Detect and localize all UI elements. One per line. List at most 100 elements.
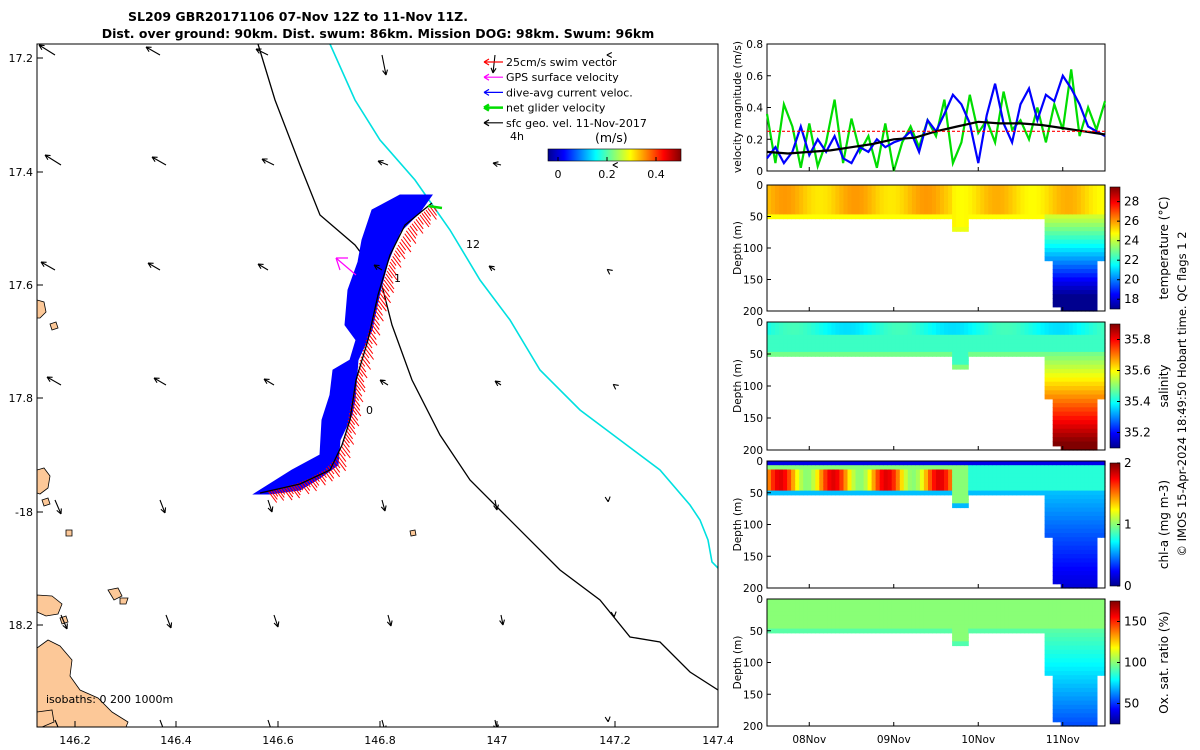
- section-cell: [875, 607, 881, 613]
- section-cell: [944, 624, 949, 630]
- section-cell: [919, 351, 925, 357]
- section-cell: [823, 477, 828, 483]
- section-cell: [839, 201, 844, 207]
- section-cell: [1064, 666, 1070, 672]
- section-cell: [964, 637, 969, 642]
- section-cell: [1060, 277, 1066, 283]
- section-cell: [992, 339, 997, 344]
- geo-velocity-arrow: [610, 611, 617, 618]
- section-cell: [795, 326, 800, 332]
- section-cell: [867, 611, 873, 617]
- section-cell: [1068, 620, 1074, 625]
- section-cell: [1076, 227, 1082, 232]
- section-cell: [895, 214, 901, 220]
- section-cell: [1092, 599, 1098, 604]
- section-cell: [1068, 516, 1074, 521]
- section-cell: [823, 611, 828, 617]
- section-cell: [1056, 490, 1062, 496]
- section-cell: [1080, 360, 1086, 366]
- section-cell: [791, 599, 796, 604]
- section-cell: [867, 477, 873, 483]
- section-cell: [1060, 575, 1066, 581]
- section-cell: [980, 185, 985, 190]
- section-cell: [1060, 469, 1066, 475]
- section-cell: [767, 330, 772, 336]
- section-cell: [1076, 490, 1082, 496]
- section-cell: [1004, 620, 1009, 625]
- section-cell: [944, 611, 949, 617]
- section-cell: [968, 599, 973, 604]
- section-cell: [863, 603, 869, 608]
- section-cell: [1024, 189, 1030, 194]
- section-cell: [871, 624, 877, 630]
- section-cell: [767, 347, 772, 353]
- section-cell: [1097, 654, 1102, 659]
- section-cell: [972, 351, 977, 357]
- section-cell: [984, 469, 989, 475]
- section-cell: [1076, 603, 1082, 608]
- section-cell: [1072, 692, 1078, 697]
- section-cell: [883, 615, 889, 621]
- section-cell: [895, 334, 901, 340]
- section-cell: [1064, 579, 1070, 585]
- section-cell: [1048, 330, 1054, 336]
- section-cell: [1060, 428, 1066, 434]
- section-cell: [903, 330, 909, 336]
- section-cell: [972, 193, 977, 199]
- section-cell: [1064, 649, 1070, 655]
- section-cell: [903, 351, 909, 357]
- section-cell: [1101, 364, 1106, 370]
- section-cell: [932, 189, 937, 194]
- section-cell: [895, 210, 901, 215]
- section-cell: [843, 214, 849, 220]
- section-cell: [1072, 185, 1078, 190]
- colorbar-tick-label: 26: [1124, 214, 1139, 228]
- section-cell: [1052, 201, 1058, 207]
- section-cell: [775, 477, 780, 483]
- section-cell: [1020, 624, 1026, 630]
- section-cell: [1060, 381, 1066, 387]
- section-cell: [783, 461, 788, 466]
- section-cell: [1048, 666, 1054, 672]
- section-cell: [944, 201, 949, 207]
- section-cell: [843, 461, 849, 466]
- section-cell: [1040, 615, 1046, 621]
- section-cell: [843, 620, 849, 625]
- section-cell: [1084, 264, 1090, 270]
- section-cell: [1028, 461, 1034, 466]
- section-cell: [1076, 277, 1082, 283]
- section-cell: [1032, 197, 1038, 203]
- section-cell: [1072, 713, 1078, 719]
- section-cell: [1060, 545, 1066, 551]
- section-cell: [1024, 351, 1030, 357]
- section-cell: [1036, 486, 1042, 492]
- section-cell: [1088, 424, 1094, 430]
- section-cell: [980, 603, 985, 608]
- section-cell: [1000, 197, 1005, 203]
- section-cell: [1076, 717, 1082, 723]
- section-cell: [783, 334, 788, 340]
- section-cell: [823, 185, 828, 190]
- section-cell: [923, 477, 929, 483]
- section-cell: [815, 193, 820, 199]
- section-cell: [1080, 645, 1086, 651]
- section-cell: [936, 339, 941, 344]
- section-cell: [1088, 281, 1094, 287]
- section-cell: [936, 193, 941, 199]
- section-cell: [863, 206, 869, 211]
- section-cell: [767, 486, 772, 492]
- section-cell: [803, 201, 808, 207]
- section-cell: [992, 322, 997, 327]
- section-cell: [839, 465, 844, 470]
- section-cell: [960, 611, 965, 617]
- section-cell: [783, 343, 788, 349]
- section-cell: [779, 611, 784, 617]
- section-cell: [851, 465, 857, 470]
- section-cell: [799, 486, 804, 492]
- section-cell: [1076, 709, 1082, 714]
- section-cell: [1024, 624, 1030, 630]
- section-cell: [767, 465, 772, 470]
- section-cell: [819, 461, 824, 466]
- section-cell: [851, 206, 857, 211]
- section-cell: [1080, 499, 1086, 504]
